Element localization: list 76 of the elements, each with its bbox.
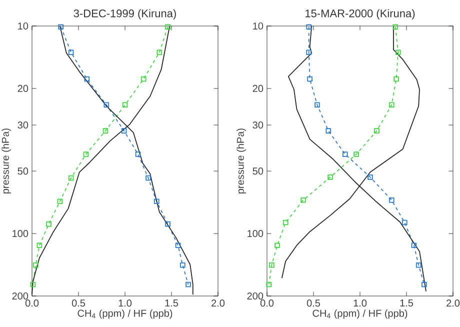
x-tick-label: 2.0: [212, 300, 225, 307]
point: [395, 50, 401, 56]
y-tick-label: 10: [253, 22, 264, 30]
chart-title: 15-MAR-2000 (Kiruna): [306, 9, 415, 20]
y-tick-label: 100: [12, 230, 28, 238]
point: [269, 262, 274, 268]
point: [306, 24, 312, 30]
y-tick-label: 20: [18, 84, 28, 92]
x-tick-label: 0.5: [306, 300, 320, 307]
point: [314, 102, 320, 108]
x-axis-title: CH$_{4}$ (ppm) / HF (ppb): [312, 309, 408, 319]
point: [121, 128, 127, 134]
point: [46, 221, 52, 227]
y-tick-label: 200: [12, 292, 28, 300]
y-tick-label: 200: [247, 292, 264, 300]
point: [154, 198, 160, 204]
point: [68, 175, 74, 181]
point: [328, 174, 333, 180]
point: [354, 152, 359, 157]
point: [102, 128, 108, 134]
point: [326, 128, 332, 134]
point: [140, 76, 146, 82]
point: [58, 24, 64, 30]
x-tick-label: 2.0: [446, 300, 460, 307]
y-tick-label: 10: [18, 22, 28, 30]
point: [156, 50, 162, 56]
x-tick-label: 1.0: [354, 300, 367, 307]
chart-title: 3-DEC-1999 (Kiruna): [74, 9, 176, 20]
y-axis-title: pressure (hPa): [2, 128, 11, 194]
point: [388, 102, 394, 108]
point: [402, 220, 408, 226]
y-tick-label: 50: [252, 168, 264, 175]
y-tick-label: 20: [252, 84, 264, 92]
point: [146, 175, 151, 181]
point: [392, 24, 398, 30]
y-tick-label: 100: [248, 230, 264, 238]
point: [186, 282, 191, 288]
y-axis-title: pressure (hPa): [236, 128, 246, 194]
point: [368, 174, 373, 180]
point: [416, 262, 422, 268]
x-tick-label: 0.0: [260, 300, 274, 307]
x-axis-title: CH$_{4}$ (ppm) / HF (ppb): [78, 309, 172, 319]
point: [84, 76, 90, 82]
point: [307, 76, 312, 82]
point: [165, 24, 170, 30]
y-tick-label: 50: [18, 168, 28, 175]
point: [36, 242, 42, 248]
point: [135, 152, 141, 157]
x-tick-label: 1.0: [118, 300, 132, 307]
point: [411, 242, 417, 248]
point: [83, 152, 89, 157]
point: [274, 242, 280, 248]
y-tick-label: 30: [252, 121, 264, 129]
point: [388, 197, 394, 203]
point: [104, 102, 110, 108]
point: [68, 50, 74, 56]
point: [180, 262, 186, 268]
point: [306, 50, 312, 56]
point: [122, 102, 128, 108]
y-tick-label: 30: [18, 121, 28, 129]
x-tick-label: 1.5: [165, 300, 178, 307]
point: [165, 221, 170, 227]
x-tick-label: 0.5: [72, 300, 86, 307]
point: [175, 242, 181, 248]
x-tick-label: 0.0: [25, 300, 39, 307]
point: [266, 282, 272, 288]
point: [282, 220, 288, 226]
point: [422, 282, 427, 288]
point: [394, 76, 399, 82]
point: [342, 152, 348, 157]
point: [300, 197, 306, 203]
point: [30, 282, 36, 288]
point: [374, 128, 380, 134]
x-tick-label: 1.5: [400, 300, 414, 307]
point: [57, 198, 63, 204]
point: [33, 262, 38, 268]
